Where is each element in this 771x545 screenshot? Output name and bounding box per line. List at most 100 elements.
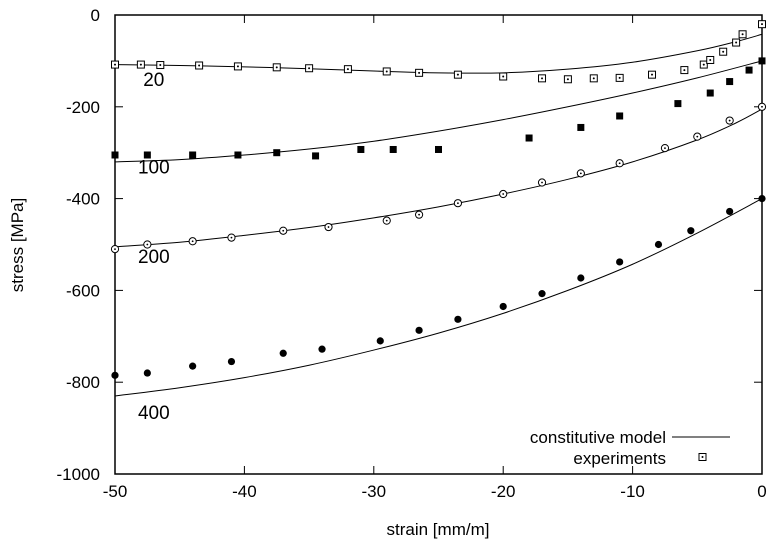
experiment-point (454, 315, 462, 323)
experiment-point (680, 66, 689, 75)
experiment-point (453, 199, 463, 208)
experiment-point (725, 116, 734, 125)
experiment-point (312, 152, 320, 160)
curve-label-100: 100 (138, 157, 170, 178)
experiment-point (706, 89, 714, 97)
experiment-point (318, 345, 326, 353)
model-curve-3 (114, 198, 763, 397)
y-tick-label: -1000 (57, 465, 100, 484)
y-tick-label: -600 (66, 281, 100, 300)
experiment-point (343, 65, 352, 74)
experiment-point (654, 240, 663, 249)
experiment-point (143, 151, 151, 159)
experiment-point (616, 112, 624, 120)
experiment-point (435, 145, 442, 153)
experiment-point (414, 210, 424, 219)
experiment-point (143, 240, 152, 249)
experiment-point (757, 102, 767, 111)
y-tick-label: -800 (66, 373, 100, 392)
experiment-point (758, 195, 766, 203)
model-curve-1 (114, 60, 763, 163)
experiment-point (577, 274, 585, 282)
experiment-point (525, 134, 533, 142)
legend-label-experiments: experiments (573, 449, 666, 468)
experiment-point (324, 222, 333, 232)
experiment-point (111, 371, 119, 379)
plot-frame (114, 14, 763, 475)
experiment-point (111, 60, 119, 69)
y-tick-label: 0 (91, 6, 100, 25)
experiment-point (188, 237, 197, 246)
experiment-point (382, 216, 391, 225)
experiment-point (189, 151, 197, 159)
experiment-point (615, 159, 624, 168)
experiment-point (758, 20, 766, 29)
curve-label-400: 400 (138, 403, 170, 424)
y-tick-label: -400 (66, 190, 100, 209)
experiment-point (110, 244, 120, 254)
experiment-point (195, 61, 204, 70)
experiment-point (453, 70, 462, 79)
experiment-point (143, 369, 151, 377)
curve-labels: 20 100 200 400 (138, 70, 170, 424)
experiment-point (537, 178, 547, 187)
x-tick-label: -50 (103, 482, 128, 501)
x-tick-label: 0 (757, 482, 766, 501)
experiment-point (589, 74, 598, 83)
legend: constitutive model experiments (530, 428, 730, 468)
experiment-point (674, 100, 682, 108)
experiment-point (745, 66, 753, 74)
experiment-point (563, 75, 572, 84)
experiment-point (136, 60, 145, 69)
experiment-point (726, 207, 734, 216)
experiment-point (687, 227, 695, 235)
curve-label-20: 20 (143, 70, 164, 91)
legend-label-model: constitutive model (530, 428, 666, 447)
y-tick-label: -200 (66, 98, 100, 117)
experiment-point (738, 30, 747, 39)
experiment-point (538, 74, 547, 83)
experiment-point (693, 132, 702, 141)
experiment-point (111, 151, 119, 159)
experiment-point (279, 226, 288, 235)
model-curve-0 (114, 33, 763, 74)
experiment-point (660, 144, 670, 153)
experiment-point (699, 60, 708, 69)
experiment-point (227, 233, 236, 242)
experiment-point (648, 70, 657, 79)
experiment-point (538, 290, 546, 298)
experiment-point (376, 337, 384, 345)
experiment-point (389, 145, 397, 153)
x-tick-label: -20 (491, 482, 516, 501)
experiment-point (706, 55, 715, 64)
experiment-point (732, 38, 741, 47)
experiment-point (577, 123, 585, 131)
experiment-point (499, 302, 507, 311)
experiment-point (499, 189, 508, 199)
experiment-point (156, 61, 165, 70)
legend-marker-experiments (698, 453, 707, 461)
curve-label-200: 200 (138, 247, 170, 268)
experiment-point (576, 169, 585, 178)
axis-ticks: -50 -40 -30 -20 -10 0 -1000 -800 -600 -400 -200 0 (57, 6, 767, 501)
model-curve-2 (114, 108, 763, 248)
y-axis-title: stress [MPa] (8, 198, 27, 292)
experiment-point (233, 62, 242, 71)
x-tick-label: -40 (232, 482, 257, 501)
experiment-point (227, 357, 236, 366)
experiment-point (357, 145, 365, 153)
experiment-point (719, 47, 728, 56)
x-tick-label: -30 (362, 482, 387, 501)
x-axis-title: strain [mm/m] (387, 520, 490, 539)
experiment-point (273, 149, 281, 157)
experiment-point (616, 258, 624, 266)
experiment-points (110, 20, 767, 379)
experiment-point (234, 151, 242, 159)
model-curves (114, 33, 763, 397)
experiment-point (615, 73, 624, 82)
experiment-point (279, 349, 287, 357)
experiment-point (726, 78, 734, 86)
x-tick-label: -10 (620, 482, 645, 501)
experiment-point (305, 64, 314, 73)
